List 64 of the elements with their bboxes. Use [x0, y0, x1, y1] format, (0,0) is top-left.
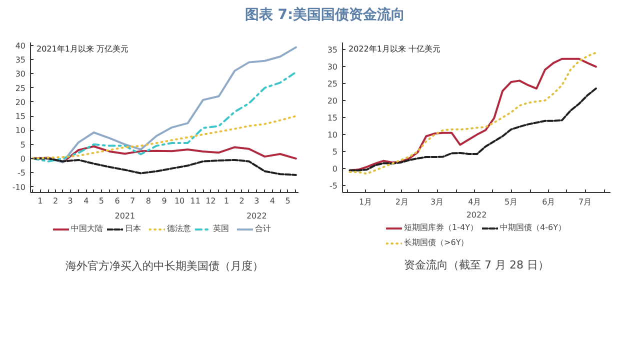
- x-tick-label: 4: [270, 196, 276, 206]
- x-axis-title: 2022: [466, 210, 487, 220]
- y-tick-label: 35: [327, 45, 338, 54]
- legend-label: 长期国债（>6Y）: [404, 237, 469, 248]
- x-tick-label: 5: [98, 196, 104, 206]
- y-tick-label: 30: [327, 62, 338, 72]
- x-tick-label: 3月: [430, 198, 444, 206]
- y-tick-label: 20: [15, 98, 26, 107]
- x-tick-label: 10: [174, 196, 185, 206]
- line-series: [32, 71, 297, 162]
- legend-label: 日本: [125, 223, 142, 234]
- text: 海外官方净买入的中长期美国债（月度）: [66, 260, 264, 272]
- y-axis-title: 2021年1月以来 万亿美元: [36, 44, 128, 54]
- y-tick-label: 15: [15, 112, 26, 122]
- x-tick-label: 1: [224, 196, 230, 206]
- x-tick-label: 2: [52, 196, 58, 206]
- x-tick-label: 6: [114, 196, 120, 206]
- x-tick-label: 11: [190, 196, 200, 206]
- x-tick-label: 1: [38, 196, 43, 206]
- x-tick-label: 4: [84, 196, 89, 206]
- line-series: [32, 115, 297, 160]
- x-tick-label: 5月: [504, 198, 518, 206]
- y-tick-label: 25: [15, 84, 26, 93]
- legend-label: 德法意: [167, 223, 191, 234]
- x-tick-label: 6月: [542, 198, 556, 206]
- line-series: [348, 88, 597, 172]
- x-tick-label: 7月: [578, 198, 592, 206]
- legend-label: 英国: [213, 223, 230, 234]
- x-tick-label: 4月: [468, 198, 482, 206]
- x-tick-label: 5: [285, 196, 290, 206]
- x-tick-label: 2月: [395, 198, 408, 206]
- legend-label: 中国大陆: [71, 223, 103, 234]
- y-tick-label: 40: [15, 41, 26, 50]
- y-tick-label: 5: [20, 140, 26, 150]
- y-tick-label: -5: [330, 182, 338, 191]
- y-tick-label: 0: [332, 164, 338, 174]
- y-tick-label: 5: [332, 148, 338, 157]
- line-series: [32, 158, 297, 176]
- y-tick-label: 0: [20, 154, 26, 164]
- legend-label: 中期国债（4-6Y）: [500, 222, 566, 233]
- y-tick-label: 35: [15, 55, 26, 64]
- y-tick-label: 20: [327, 96, 338, 106]
- x2-tick-label: 2022: [246, 212, 267, 220]
- x-tick-label: 12: [206, 196, 216, 206]
- x-tick-label: 8: [146, 196, 151, 206]
- y-axis-title: 2022年1月以来 十亿美元: [348, 44, 440, 54]
- y-tick-label: -10: [12, 182, 26, 192]
- x-tick-label: 1月: [358, 198, 372, 206]
- x-tick-label: 3: [68, 196, 73, 206]
- x-tick-label: 9: [162, 196, 167, 206]
- text: 资金流向（截至 7 月 28 日）: [404, 258, 549, 272]
- x-tick-label: 3: [254, 196, 260, 206]
- y-tick-label: 10: [15, 126, 26, 136]
- y-tick-label: 25: [327, 79, 338, 88]
- y-tick-label: 30: [15, 70, 26, 79]
- y-tick-label: 15: [327, 114, 338, 122]
- x-tick-label: 7: [130, 196, 136, 206]
- x-tick-label: 2: [239, 196, 244, 206]
- legend-label: 合计: [255, 223, 272, 234]
- legend-label: 短期国库券（1-4Y）: [404, 222, 478, 233]
- chart-title: 图表 7:美国国债资金流向: [244, 6, 406, 25]
- y-tick-label: 10: [327, 130, 338, 140]
- x2-tick-label: 2021: [114, 212, 136, 220]
- y-tick-label: -5: [18, 168, 26, 178]
